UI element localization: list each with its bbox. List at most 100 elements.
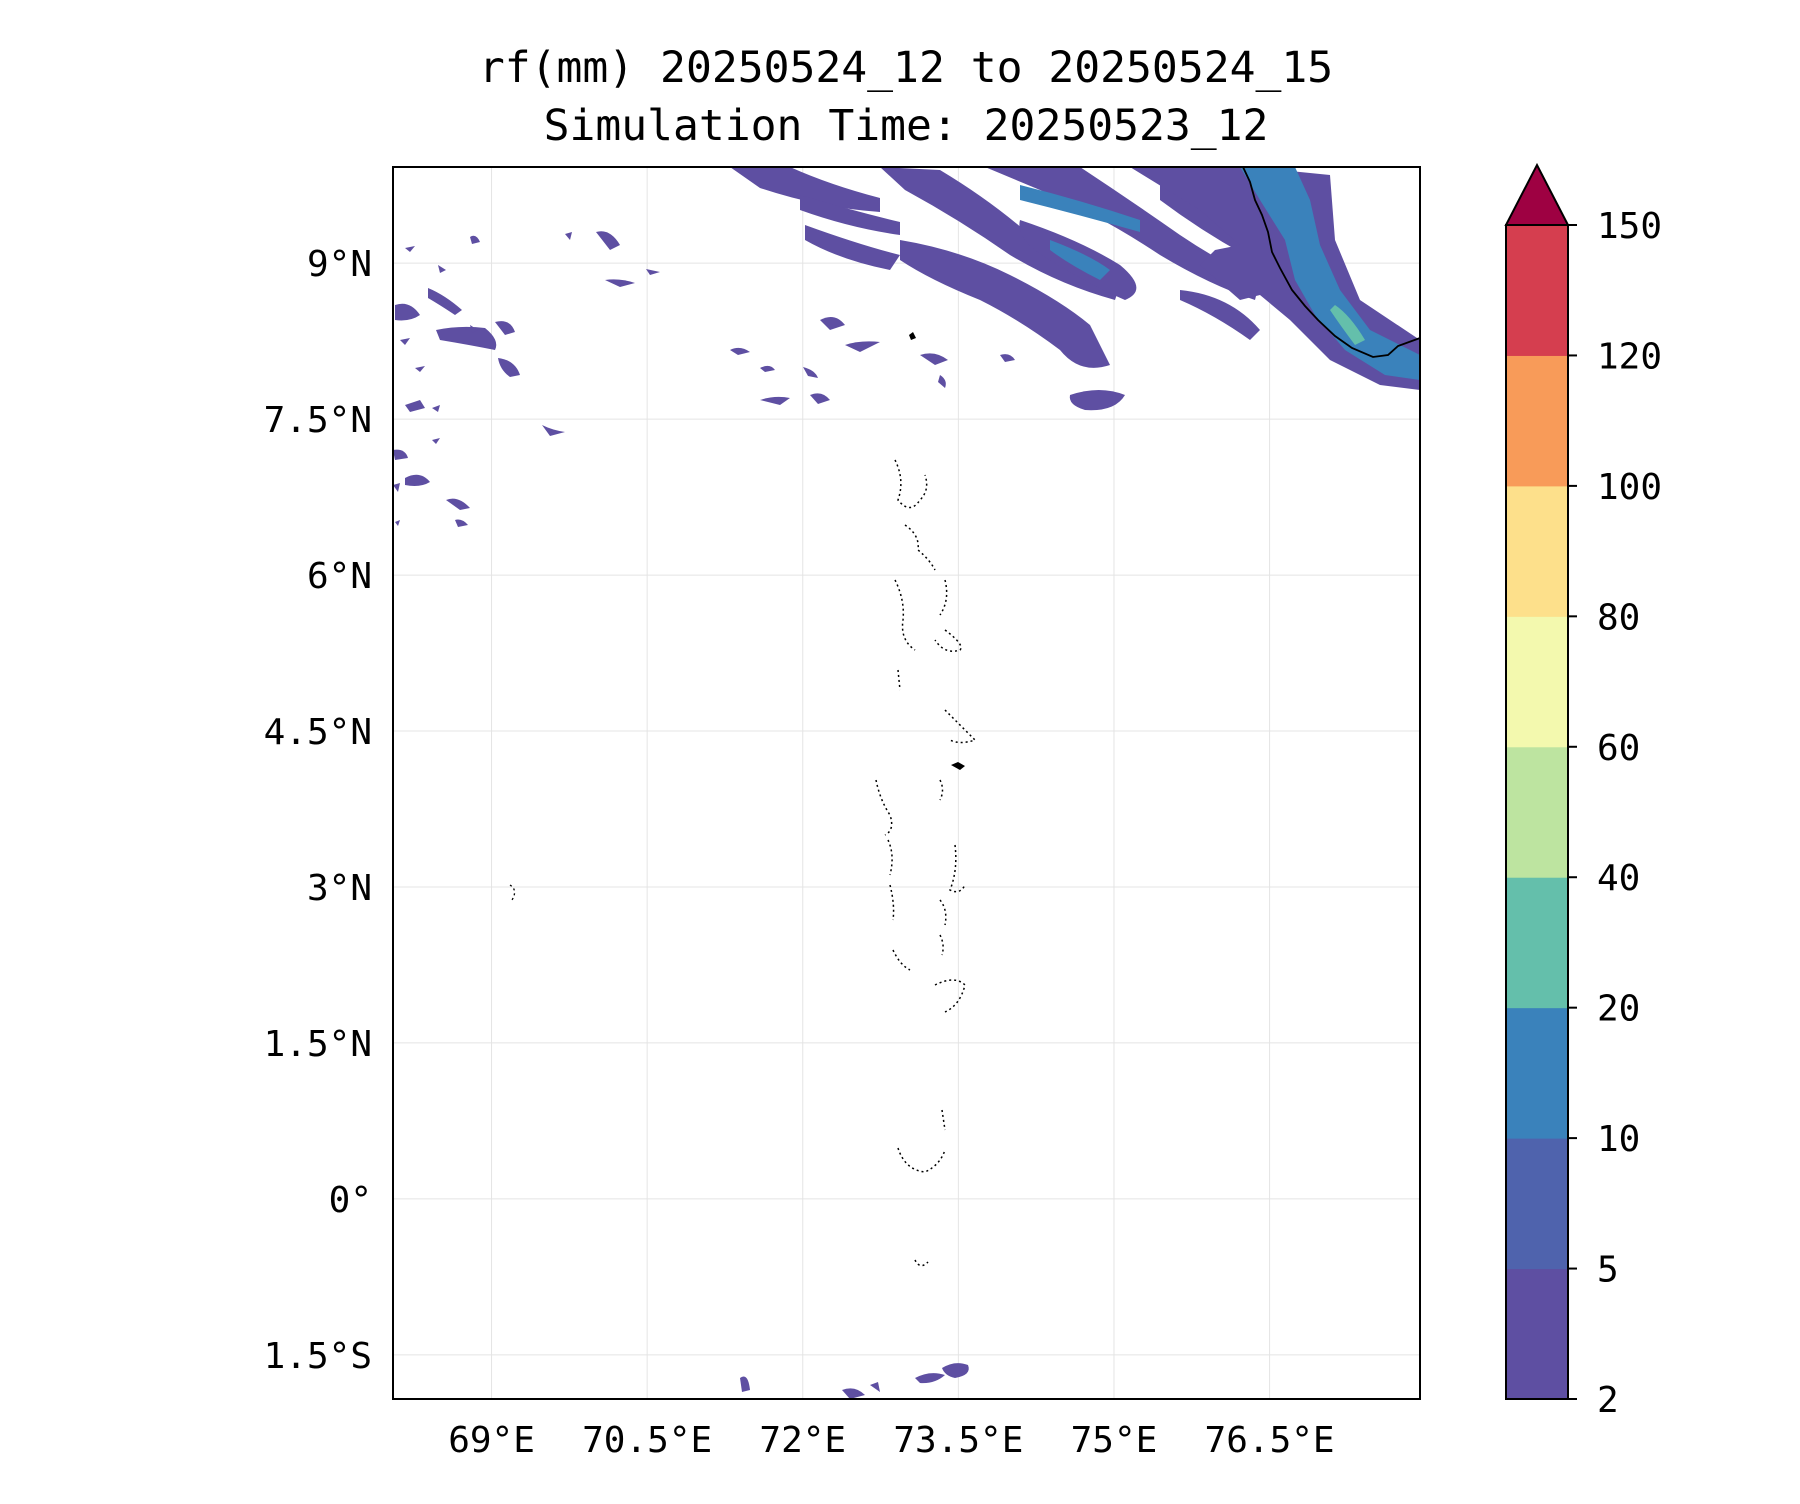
rain-cell: [393, 483, 400, 492]
lon-tick-label: 75°E: [1071, 1420, 1158, 1461]
rain-cell: [1000, 354, 1015, 362]
colorbar-tick-label: 100: [1597, 467, 1662, 508]
colorbar-segment: [1506, 225, 1568, 356]
colorbar: 2 5 10 20 40 60 80 100 120 150: [1504, 162, 1662, 1421]
rain-cell: [565, 232, 572, 240]
rain-cell: [436, 326, 497, 350]
rain-cell: [842, 1388, 865, 1399]
rain-cell: [810, 393, 830, 404]
colorbar-segment: [1506, 485, 1568, 617]
colorbar-tick-label: 150: [1597, 206, 1662, 247]
rain-band: [730, 167, 880, 212]
rain-cell: [405, 246, 415, 252]
rain-band: [1020, 185, 1140, 232]
lakshadweep-island: [909, 332, 916, 340]
rain-cell: [405, 474, 430, 486]
colorbar-segment: [1506, 746, 1568, 878]
latitude-axis: 9°N 7.5°N 6°N 4.5°N 3°N 1.5°N 0° 1.5°S: [264, 244, 372, 1377]
rain-cell: [605, 279, 635, 287]
chagos-atoll: [509, 884, 516, 901]
lon-tick-label: 76.5°E: [1205, 1420, 1335, 1461]
title-line-2: Simulation Time: 20250523_12: [544, 101, 1269, 151]
colorbar-tick-label: 2: [1597, 1380, 1619, 1421]
rain-band: [985, 167, 1260, 300]
longitude-axis: 69°E 70.5°E 72°E 73.5°E 75°E 76.5°E: [448, 1420, 1334, 1461]
colorbar-segments: [1506, 225, 1568, 1400]
title-line-1: rf(mm) 20250524_12 to 20250524_15: [479, 43, 1333, 93]
rain-cell: [915, 1373, 945, 1384]
maldives-atoll: [951, 762, 965, 770]
rain-cell: [432, 405, 440, 412]
maldives-atoll: [939, 934, 944, 956]
rain-cell: [938, 375, 946, 388]
rain-band: [1330, 305, 1365, 345]
rain-cell: [470, 235, 480, 244]
lat-tick-label: 0°: [329, 1180, 372, 1221]
map-background: [393, 167, 1420, 1399]
map-frame: [392, 166, 1421, 1400]
colorbar-labels: 2 5 10 20 40 60 80 100 120 150: [1568, 206, 1662, 1421]
rain-cell: [542, 425, 565, 436]
lat-tick-label: 6°N: [307, 556, 372, 597]
colorbar-extend-arrow: [1504, 162, 1570, 226]
lat-tick-label: 1.5°S: [264, 1336, 372, 1377]
lat-tick-label: 1.5°N: [264, 1024, 372, 1065]
colorbar-tick-label: 40: [1597, 858, 1640, 899]
lon-tick-label: 69°E: [448, 1420, 535, 1461]
rain-band: [800, 195, 900, 235]
map-panel: 69°E 70.5°E 72°E 73.5°E 75°E 76.5°E 9°N 7.5°N 6…: [264, 166, 1421, 1461]
rain-cell: [395, 303, 420, 321]
rain-cell: [428, 288, 462, 315]
colorbar-segment: [1506, 1007, 1568, 1139]
rain-band: [1240, 167, 1420, 380]
rain-cell: [870, 1382, 880, 1392]
colorbar-tick-label: 10: [1597, 1119, 1640, 1160]
lon-tick-label: 70.5°E: [582, 1420, 712, 1461]
lat-tick-label: 3°N: [307, 868, 372, 909]
rain-band: [805, 225, 900, 270]
rainfall-field: [393, 167, 1420, 1399]
lat-tick-label: 9°N: [307, 244, 372, 285]
rain-band: [1160, 185, 1250, 255]
rain-cell: [498, 358, 520, 377]
rain-cell: [646, 269, 660, 275]
rain-cell: [432, 438, 440, 444]
rain-cell: [393, 449, 408, 460]
gridlines: [393, 167, 1420, 1399]
rain-cell: [438, 265, 446, 273]
colorbar-tick-label: 60: [1597, 728, 1640, 769]
maldives-atoll: [875, 779, 893, 836]
rain-cell: [495, 321, 515, 335]
rain-cell: [596, 231, 620, 250]
rain-cell: [415, 366, 425, 372]
maldives-atoll: [939, 779, 944, 801]
rain-cell: [760, 365, 775, 372]
colorbar-frame: [1505, 224, 1569, 1400]
maldives-atoll: [897, 669, 901, 691]
rain-cell: [446, 498, 470, 510]
rain-cell: [730, 347, 750, 355]
colorbar-tick-label: 120: [1597, 336, 1662, 377]
maldives-atoll: [934, 979, 966, 1013]
lon-tick-label: 73.5°E: [893, 1420, 1023, 1461]
rain-band: [1050, 240, 1110, 280]
colorbar-tick-label: 5: [1597, 1250, 1619, 1291]
maldives-atoll: [894, 459, 928, 509]
maldives-atoll: [949, 844, 966, 893]
lat-tick-label: 4.5°N: [264, 712, 372, 753]
rain-band: [880, 167, 1120, 300]
colorbar-segment: [1506, 1138, 1568, 1270]
maldives-atoll: [944, 709, 977, 744]
rain-cell: [740, 1376, 750, 1392]
coastlines: [509, 167, 1420, 1267]
colorbar-tick-label: 20: [1597, 989, 1640, 1030]
colorbar-segment: [1506, 355, 1568, 487]
lat-tick-label: 7.5°N: [264, 400, 372, 441]
rain-cell: [803, 367, 818, 378]
rain-cell: [405, 400, 425, 412]
rain-band: [1069, 390, 1125, 411]
maldives-atoll: [897, 1147, 946, 1173]
rain-cell: [455, 519, 468, 527]
